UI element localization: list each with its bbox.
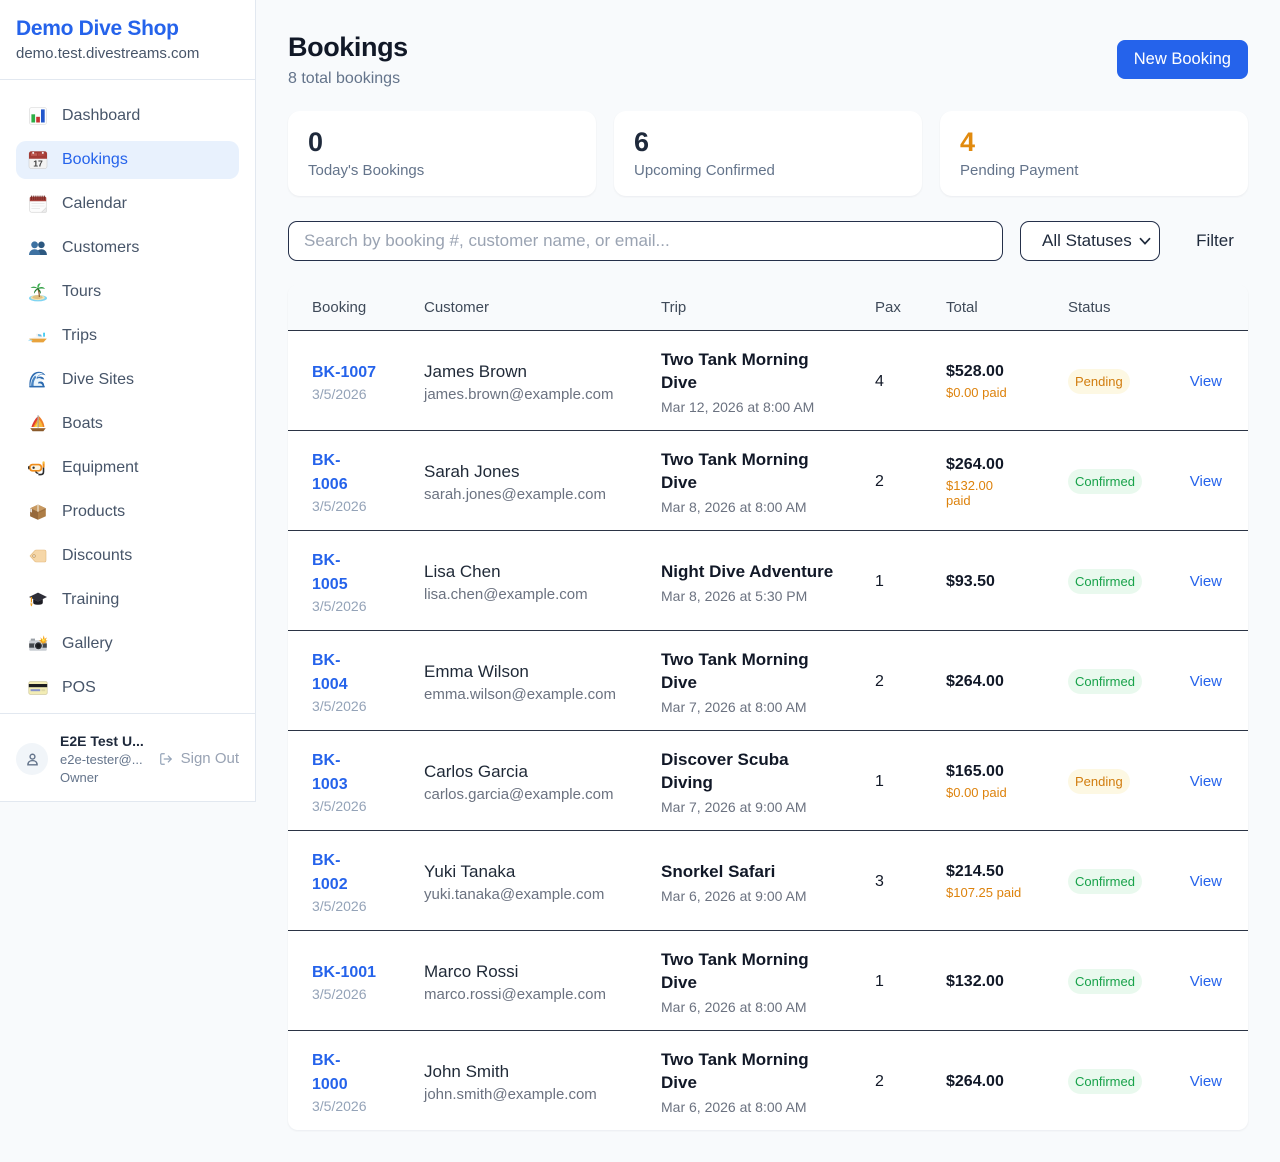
svg-text:17: 17 bbox=[33, 158, 43, 168]
